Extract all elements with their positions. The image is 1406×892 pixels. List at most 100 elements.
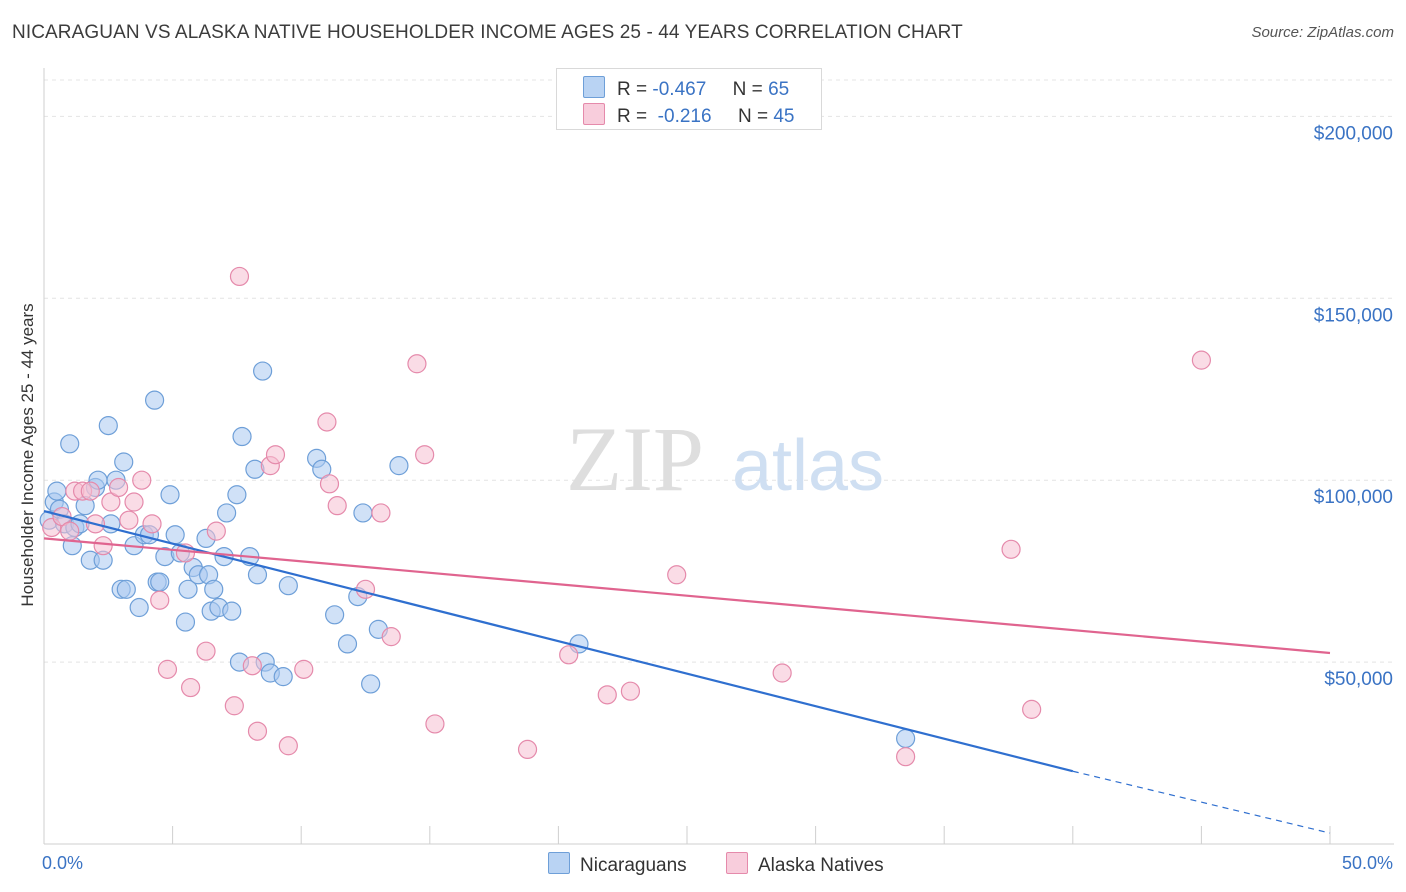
nicaraguans-point (60, 434, 80, 454)
watermark-zip: ZIP (566, 408, 704, 510)
legend-n-value: 45 (773, 106, 795, 127)
alaska-natives-point (247, 721, 268, 741)
grid-lines (44, 79, 1394, 663)
legend-r-label: R = (617, 79, 648, 100)
nicaraguans-point (150, 572, 170, 592)
y-tick-labels: $50,000 $100,000 $150,000 $200,000 (1314, 123, 1393, 690)
alaska-natives-point (667, 565, 687, 585)
x-tick-label-min: 0.0% (42, 853, 83, 873)
nicaraguans-point (98, 416, 118, 436)
alaska-natives-trend-line (43, 537, 1331, 655)
alaska-natives-point (242, 656, 262, 676)
legend-n-value: 65 (768, 79, 790, 100)
nicaraguans-point (278, 576, 298, 596)
nicaraguans-point (896, 728, 916, 749)
axes (43, 68, 1394, 845)
legend-swatch-pink (583, 103, 605, 125)
alaska-natives-point (559, 645, 579, 665)
chart-title: NICARAGUAN VS ALASKA NATIVE HOUSEHOLDER … (12, 22, 963, 43)
alaska-natives-point (224, 696, 244, 716)
stats-legend: R = -0.467 N = 65 R = -0.216 N = 45 (556, 68, 822, 130)
nicaraguans-point (178, 579, 198, 599)
nicaraguans-point (160, 485, 180, 505)
alaska-natives-points (42, 266, 1212, 767)
nicaraguans-point (353, 503, 373, 523)
watermark-atlas: atlas (732, 426, 884, 506)
alaska-natives-point (196, 641, 216, 661)
x-tick-labels: 0.0% 50.0% (42, 853, 1393, 873)
alaska-natives-point (108, 477, 129, 498)
alaska-natives-point (119, 510, 139, 530)
alaska-natives-point (319, 474, 340, 494)
bottom-legend-label: Alaska Natives (758, 855, 884, 876)
alaska-natives-point (294, 659, 314, 679)
nicaraguans-point (116, 579, 136, 599)
source-label: Source: ZipAtlas.com (1251, 24, 1394, 41)
bottom-legend-swatch-pink (726, 852, 748, 874)
bottom-legend-label: Nicaraguans (580, 855, 687, 876)
nicaraguans-point (325, 605, 345, 625)
alaska-natives-point (327, 496, 347, 516)
alaska-natives-point (80, 481, 100, 501)
x-tick-label-max: 50.0% (1342, 853, 1393, 873)
nicaraguans-trend-line (43, 510, 1074, 773)
y-tick-label: $50,000 (1324, 669, 1393, 690)
alaska-natives-point (772, 663, 792, 683)
nicaraguans-point (361, 674, 381, 694)
nicaraguans-points (39, 361, 916, 749)
legend-n-label: N = (737, 106, 769, 127)
alaska-natives-point (265, 445, 286, 465)
legend-row-alaska-natives: R = -0.216 N = 45 (583, 103, 795, 127)
nicaraguans-point (222, 601, 242, 621)
nicaraguans-point (227, 485, 247, 505)
nicaraguans-point (253, 361, 273, 381)
legend-n-label: N = (732, 79, 763, 100)
nicaraguans-point (114, 452, 134, 472)
alaska-natives-point (181, 677, 201, 698)
bottom-legend-alaska-natives: Alaska Natives (726, 852, 884, 877)
alaska-natives-point (517, 739, 538, 760)
legend-r-value: -0.467 (652, 79, 707, 100)
alaska-natives-point (229, 266, 250, 287)
alaska-natives-point (1191, 350, 1212, 370)
legend-swatch-blue (583, 76, 605, 98)
nicaraguans-point (204, 579, 224, 599)
y-tick-label: $200,000 (1314, 123, 1393, 144)
alaska-natives-point (597, 685, 617, 705)
nicaraguans-point (217, 503, 237, 523)
nicaraguans-point (165, 525, 185, 545)
alaska-natives-point (407, 354, 427, 374)
alaska-natives-point (371, 503, 391, 523)
nicaraguans-point (144, 390, 165, 410)
alaska-natives-point (157, 659, 178, 679)
alaska-natives-point (355, 579, 376, 599)
alaska-natives-point (317, 412, 337, 432)
alaska-natives-point (620, 681, 641, 701)
bottom-legend-nicaraguans: Nicaraguans (548, 852, 687, 877)
nicaraguans-point (175, 612, 196, 632)
trend-lines (43, 510, 1331, 834)
nicaraguans-point (337, 634, 358, 654)
alaska-natives-point (1022, 699, 1042, 719)
alaska-natives-point (60, 521, 80, 541)
alaska-natives-point (381, 627, 401, 647)
nicaraguans-point (129, 597, 149, 618)
watermark: ZIP atlas (566, 408, 884, 510)
alaska-natives-point (206, 521, 226, 541)
legend-row-nicaraguans: R = -0.467 N = 65 (583, 76, 790, 100)
alaska-natives-point (278, 736, 298, 756)
legend-r-value: -0.216 (657, 106, 712, 127)
alaska-natives-point (1001, 539, 1021, 559)
alaska-natives-point (93, 536, 113, 556)
y-tick-label: $150,000 (1314, 305, 1393, 326)
alaska-natives-point (896, 747, 916, 767)
legend-r-label: R = (617, 106, 648, 127)
alaska-natives-point (150, 590, 170, 610)
alaska-natives-point (142, 514, 162, 534)
alaska-natives-point (425, 714, 445, 734)
nicaraguans-point (273, 667, 293, 687)
y-tick-label: $100,000 (1314, 487, 1393, 508)
nicaraguans-point (232, 426, 252, 447)
bottom-legend-swatch-blue (548, 852, 570, 874)
